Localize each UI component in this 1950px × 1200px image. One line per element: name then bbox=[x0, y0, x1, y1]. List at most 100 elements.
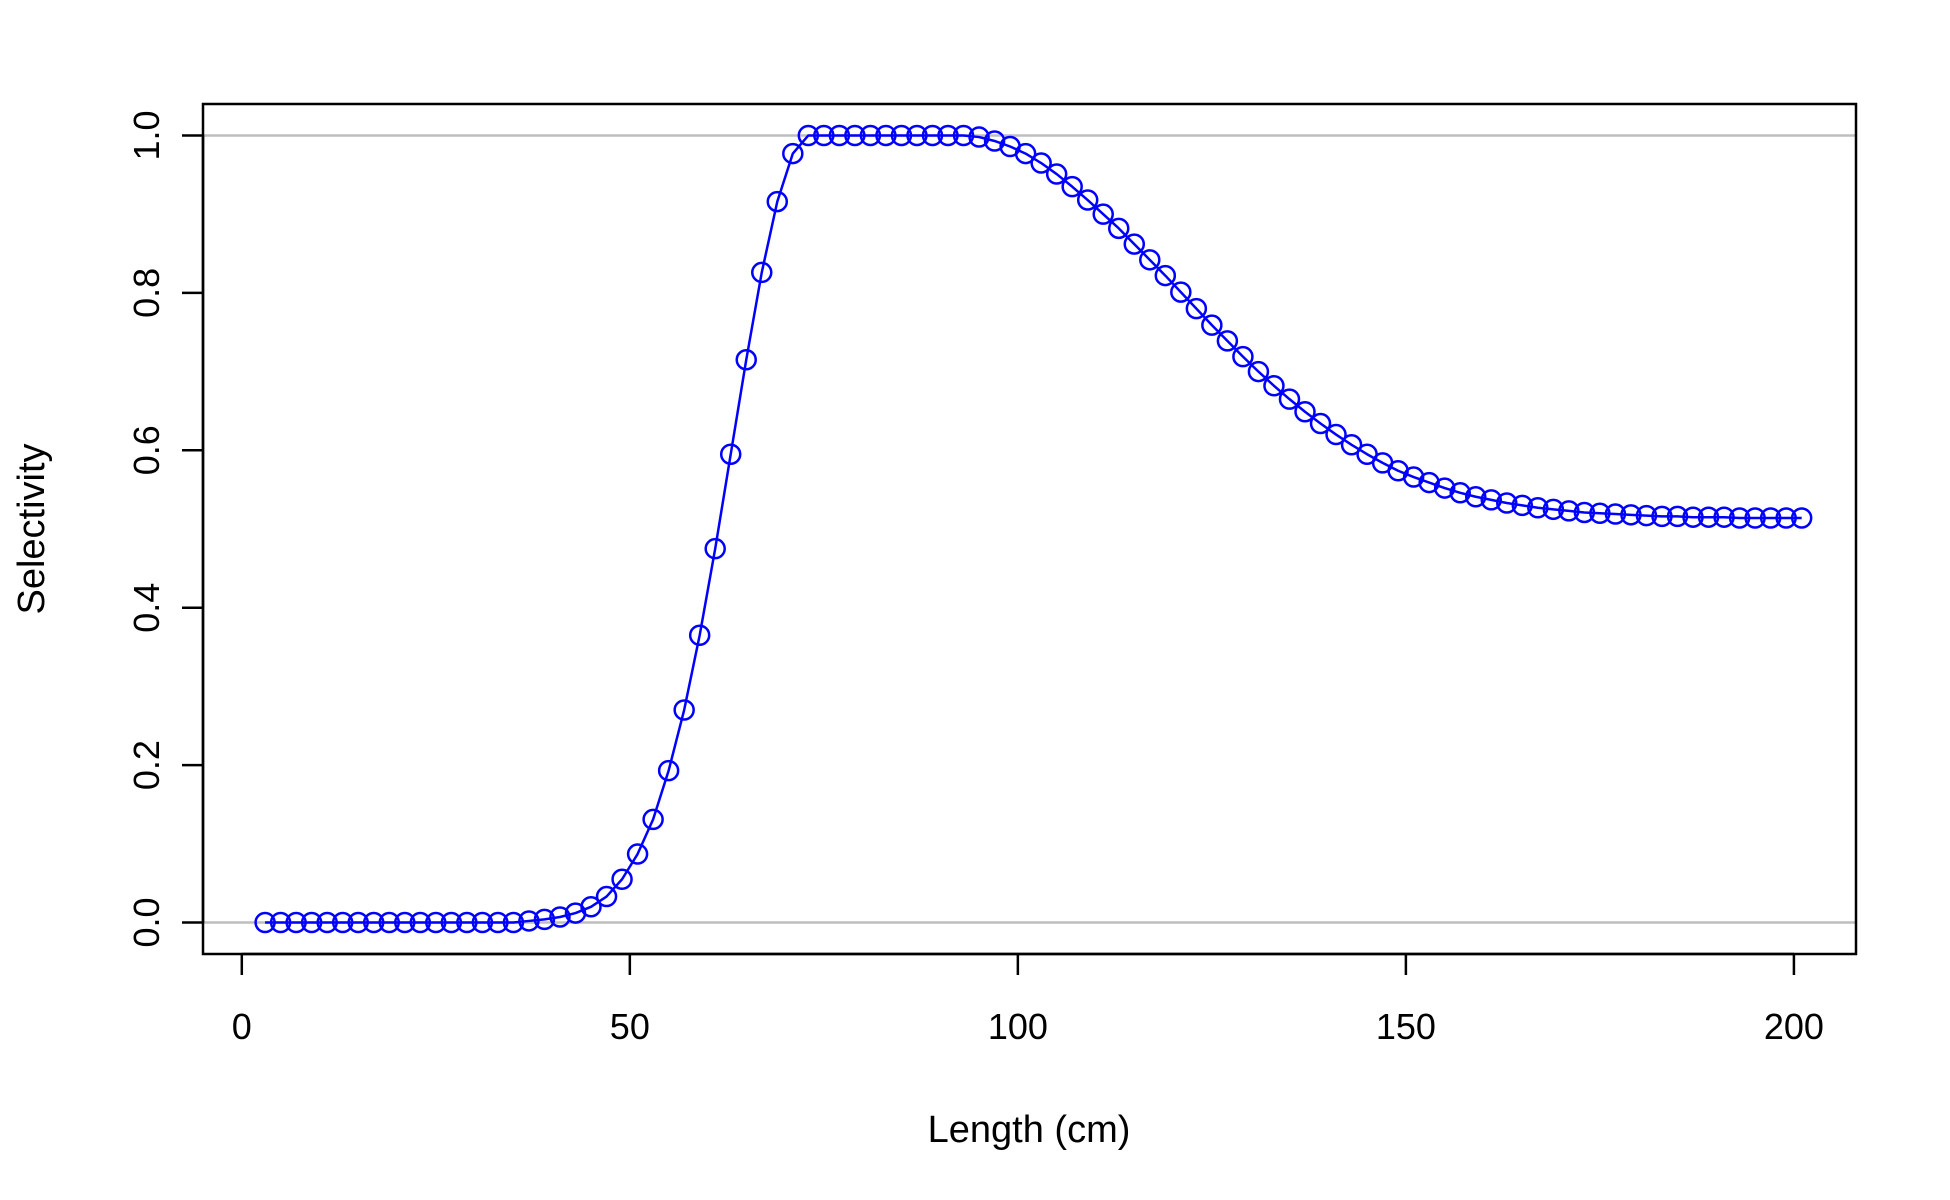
data-point bbox=[533, 908, 556, 931]
data-point bbox=[1185, 297, 1208, 320]
data-point bbox=[1449, 482, 1471, 504]
data-point bbox=[1697, 506, 1720, 528]
data-point bbox=[1713, 506, 1735, 528]
data-point bbox=[611, 868, 633, 890]
data-point bbox=[1589, 502, 1611, 525]
y-tick-label: 0.2 bbox=[126, 740, 167, 790]
data-point bbox=[378, 911, 401, 934]
y-tick-label: 0.8 bbox=[126, 268, 167, 318]
data-point bbox=[316, 911, 338, 934]
data-point bbox=[1511, 494, 1534, 517]
data-point bbox=[1107, 217, 1130, 240]
data-point bbox=[1496, 492, 1518, 514]
x-tick-label: 200 bbox=[1764, 1006, 1824, 1047]
data-point bbox=[1790, 507, 1813, 529]
data-point bbox=[1604, 503, 1627, 525]
data-point bbox=[890, 124, 913, 147]
data-point bbox=[813, 124, 835, 147]
data-point bbox=[518, 910, 540, 932]
data-point bbox=[859, 124, 882, 147]
data-point bbox=[456, 911, 478, 934]
y-tick-label: 0.0 bbox=[126, 897, 167, 947]
data-point bbox=[347, 911, 369, 934]
data-point bbox=[1201, 314, 1223, 336]
y-tick-label: 1.0 bbox=[126, 110, 167, 160]
data-point bbox=[735, 349, 757, 371]
data-point bbox=[502, 911, 525, 934]
data-point bbox=[1247, 360, 1270, 383]
y-tick-label: 0.4 bbox=[126, 583, 167, 633]
data-point bbox=[1418, 471, 1440, 494]
y-axis: 0.0 0.2 0.4 0.6 0.8 1.0 bbox=[126, 110, 205, 948]
data-point bbox=[1542, 498, 1565, 521]
data-point bbox=[1759, 507, 1782, 529]
data-point bbox=[549, 906, 571, 928]
data-point bbox=[1076, 189, 1099, 211]
data-point bbox=[409, 911, 432, 934]
data-point bbox=[626, 843, 649, 865]
data-point bbox=[704, 537, 726, 560]
x-axis-title: Length (cm) bbox=[928, 1109, 1131, 1151]
data-point bbox=[362, 911, 385, 934]
data-point bbox=[254, 911, 276, 934]
series-layer bbox=[254, 124, 1813, 934]
data-point bbox=[580, 896, 602, 918]
data-point bbox=[642, 808, 664, 831]
data-point bbox=[285, 911, 307, 934]
data-point bbox=[1278, 388, 1301, 410]
data-point bbox=[1061, 175, 1083, 198]
data-point bbox=[1325, 423, 1347, 446]
data-point bbox=[657, 759, 680, 782]
data-point bbox=[1294, 400, 1316, 423]
y-tick-label: 0.6 bbox=[126, 425, 167, 475]
data-point bbox=[1573, 501, 1596, 524]
data-point bbox=[1123, 233, 1146, 255]
data-point bbox=[844, 124, 866, 147]
data-point bbox=[1728, 507, 1751, 529]
data-point bbox=[1775, 507, 1797, 529]
data-point bbox=[1232, 345, 1254, 368]
data-point bbox=[983, 130, 1006, 152]
x-tick-label: 50 bbox=[610, 1006, 650, 1047]
data-point bbox=[1558, 500, 1580, 522]
data-point bbox=[828, 124, 851, 147]
data-point bbox=[952, 124, 975, 147]
data-point bbox=[766, 190, 789, 213]
data-point bbox=[1170, 281, 1192, 303]
data-point bbox=[1480, 489, 1503, 511]
data-point bbox=[968, 126, 990, 148]
data-point bbox=[1620, 504, 1642, 526]
data-point bbox=[1433, 477, 1456, 499]
data-point bbox=[1014, 142, 1037, 165]
data-point bbox=[751, 261, 773, 284]
data-point bbox=[331, 911, 354, 934]
data-point bbox=[1340, 434, 1363, 456]
data-point bbox=[1092, 203, 1114, 225]
data-point bbox=[1030, 152, 1052, 174]
data-point bbox=[1744, 507, 1766, 529]
data-point bbox=[1682, 506, 1704, 528]
data-point bbox=[1464, 485, 1487, 508]
data-point bbox=[1216, 330, 1239, 352]
data-point bbox=[1263, 375, 1285, 397]
data-point bbox=[797, 124, 820, 147]
x-tick-label: 100 bbox=[988, 1006, 1048, 1047]
data-point bbox=[1402, 466, 1425, 488]
data-point bbox=[688, 624, 711, 646]
data-point bbox=[1139, 249, 1161, 271]
data-point bbox=[1154, 264, 1177, 287]
data-point bbox=[425, 911, 447, 934]
data-point bbox=[937, 124, 959, 147]
data-point bbox=[1309, 412, 1332, 435]
x-tick-label: 150 bbox=[1376, 1006, 1436, 1047]
data-point bbox=[269, 911, 292, 934]
x-axis: 0 50 100 150 200 bbox=[232, 952, 1824, 1047]
data-point bbox=[394, 911, 416, 934]
data-point bbox=[673, 699, 695, 721]
data-point bbox=[1635, 504, 1658, 527]
data-point bbox=[1527, 497, 1549, 519]
data-point bbox=[1666, 505, 1689, 528]
data-point bbox=[921, 124, 944, 147]
